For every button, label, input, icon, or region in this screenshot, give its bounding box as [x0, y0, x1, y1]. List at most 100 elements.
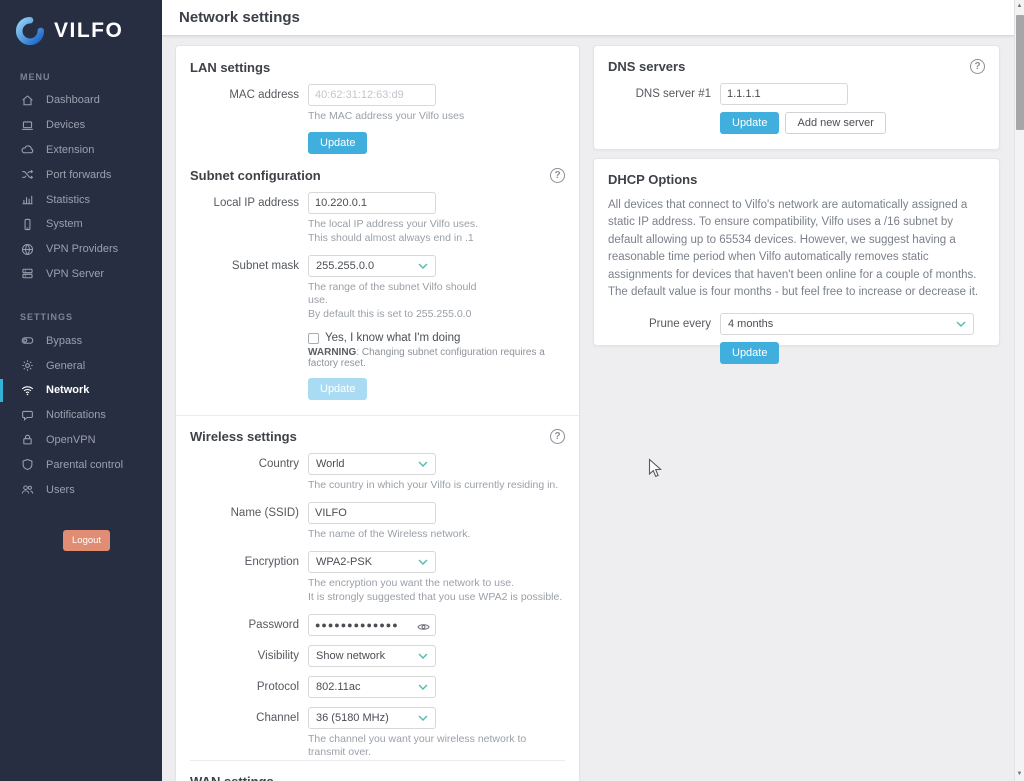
sidebar-item-parental-control[interactable]: Parental control [0, 452, 162, 477]
sidebar-item-label: Parental control [46, 458, 124, 471]
wan-settings-title: WAN settings [190, 774, 565, 781]
subnet-configuration-title: Subnet configuration [190, 167, 321, 183]
local-ip-label: Local IP address [213, 196, 299, 209]
ssid-row: Name (SSID) The name of the Wireless net… [190, 502, 565, 542]
dhcp-description: All devices that connect to Vilfo's netw… [608, 199, 979, 299]
laptop-icon [22, 121, 33, 130]
sidebar-item-bypass[interactable]: Bypass [0, 328, 162, 353]
chevron-down-icon [418, 653, 428, 659]
dns-server1-input[interactable] [720, 83, 848, 105]
prune-select[interactable]: 4 months [720, 312, 974, 335]
sidebar-item-label: General [46, 359, 86, 372]
subnet-configuration-header: Subnet configuration ? [190, 167, 565, 183]
visibility-select[interactable]: Show network [308, 644, 436, 667]
scrollbar-down-arrow[interactable]: ▼ [1016, 771, 1023, 777]
chevron-down-icon [418, 559, 428, 565]
dhcp-update-button[interactable]: Update [720, 341, 780, 364]
content: LAN settings MAC address The MAC address… [162, 35, 1024, 781]
sidebar-item-notifications[interactable]: Notifications [0, 403, 162, 428]
topbar: Network settings [162, 0, 1024, 35]
subnet-mask-value: 255.255.0.0 [316, 259, 375, 272]
sidebar-item-users[interactable]: Users [0, 477, 162, 502]
scrollbar-thumb[interactable] [1016, 15, 1024, 130]
page-title: Network settings [179, 9, 300, 26]
sidebar-item-statistics[interactable]: Statistics [0, 187, 162, 212]
subnet-mask-select[interactable]: 255.255.0.0 [308, 254, 436, 277]
protocol-row: Protocol 802.11ac [190, 675, 565, 698]
visibility-label: Visibility [257, 649, 299, 662]
sidebar-item-label: Network [46, 384, 90, 397]
ssid-input[interactable] [308, 502, 436, 525]
lan-settings-header: LAN settings [190, 60, 565, 75]
sidebar-item-vpn-server[interactable]: VPN Server [0, 262, 162, 287]
country-label: Country [258, 458, 299, 471]
encryption-label: Encryption [244, 555, 299, 568]
password-input[interactable] [308, 613, 436, 636]
sidebar-item-system[interactable]: System [0, 212, 162, 237]
section-divider [176, 415, 579, 417]
sidebar-item-label: VPN Server [46, 267, 105, 280]
brand-name: VILFO [54, 19, 124, 42]
subnet-warning: WARNING: Changing subnet configuration r… [308, 347, 545, 370]
local-ip-input[interactable] [308, 191, 436, 214]
subnet-mask-label: Subnet mask [231, 259, 299, 272]
page-scrollbar[interactable]: ▲ ▼ [1014, 0, 1024, 781]
mac-address-input[interactable] [308, 84, 436, 106]
password-label: Password [248, 618, 300, 631]
prune-value: 4 months [728, 317, 774, 330]
subnet-confirm-checkbox[interactable] [308, 332, 319, 344]
subnet-confirm-label: Yes, I know what I'm doing [325, 332, 461, 345]
help-icon[interactable]: ? [970, 59, 985, 74]
chevron-down-icon [418, 263, 428, 269]
logout-button[interactable]: Logout [63, 529, 111, 551]
mac-address-row: MAC address The MAC address your Vilfo u… [190, 84, 565, 154]
chevron-down-icon [956, 321, 966, 327]
chevron-down-icon [418, 715, 428, 721]
shuffle-icon [22, 170, 34, 180]
sidebar-item-general[interactable]: General [0, 353, 162, 378]
sidebar-item-openvpn[interactable]: OpenVPN [0, 428, 162, 453]
settings-section-title: SETTINGS [20, 312, 74, 323]
sidebar-item-devices[interactable]: Devices [0, 113, 162, 138]
subnet-update-button[interactable]: Update [308, 378, 368, 401]
password-row: Password [190, 613, 565, 637]
help-icon[interactable]: ? [550, 167, 565, 183]
sidebar-item-label: Dashboard [46, 94, 100, 107]
dns-servers-header: DNS servers ? [608, 59, 985, 74]
sidebar-item-label: VPN Providers [46, 243, 119, 256]
subnet-confirm-checkbox-row[interactable]: Yes, I know what I'm doing [308, 332, 565, 344]
lock-icon [23, 435, 32, 445]
subnet-mask-row: Subnet mask 255.255.0.0 The range of the… [190, 254, 565, 401]
sidebar-item-port-forwards[interactable]: Port forwards [0, 162, 162, 187]
chat-icon [22, 410, 33, 421]
toggle-icon [21, 337, 34, 345]
sidebar-item-label: Bypass [46, 334, 83, 347]
wireless-settings-header: Wireless settings ? [190, 429, 565, 445]
sidebar-item-vpn-providers[interactable]: VPN Providers [0, 237, 162, 262]
sidebar-item-network[interactable]: Network [0, 378, 162, 403]
vilfo-logo: VILFO [0, 0, 162, 46]
sidebar-item-extension[interactable]: Extension [0, 138, 162, 163]
mac-address-label: MAC address [229, 89, 299, 101]
wifi-icon [21, 386, 34, 396]
channel-value: 36 (5180 MHz) [316, 711, 389, 724]
wan-settings-section: WAN settings [176, 760, 579, 781]
scrollbar-up-arrow[interactable]: ▲ [1016, 3, 1023, 9]
section-divider [190, 760, 565, 761]
ssid-help: The name of the Wireless network. [308, 528, 471, 541]
sidebar-item-dashboard[interactable]: Dashboard [0, 88, 162, 113]
protocol-select[interactable]: 802.11ac [308, 675, 436, 698]
lan-update-button[interactable]: Update [308, 131, 368, 154]
country-select[interactable]: World [308, 453, 436, 476]
dns-update-button[interactable]: Update [720, 112, 780, 134]
visibility-row: Visibility Show network [190, 644, 565, 667]
add-new-server-button[interactable]: Add new server [785, 112, 886, 134]
sidebar-item-label: Users [46, 483, 75, 496]
eye-icon[interactable] [417, 619, 430, 637]
encryption-select[interactable]: WPA2-PSK [308, 550, 436, 573]
channel-select[interactable]: 36 (5180 MHz) [308, 706, 436, 729]
encryption-row: Encryption WPA2-PSK The encryption you w… [190, 550, 565, 605]
sidebar-item-label: OpenVPN [46, 433, 96, 446]
help-icon[interactable]: ? [550, 429, 565, 445]
